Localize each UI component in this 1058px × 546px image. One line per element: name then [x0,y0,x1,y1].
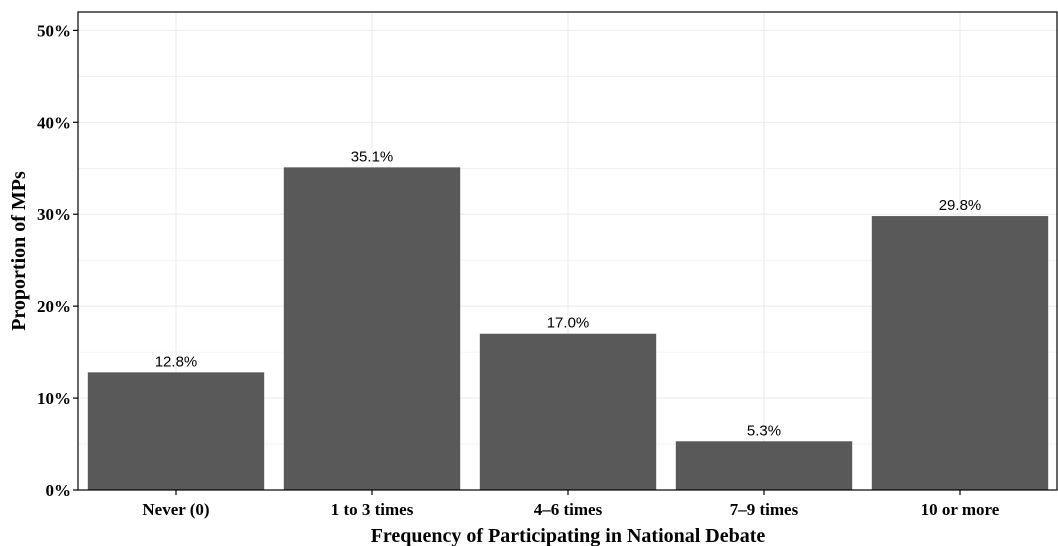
bar-value-label: 35.1% [351,148,394,165]
x-tick-label: Never (0) [142,500,209,519]
bar-value-label: 17.0% [547,315,590,332]
x-axis-ticks: Never (0) 1 to 3 times 4–6 times 7–9 times 1… [142,490,1000,519]
bar [871,216,1049,491]
x-tick-label: 1 to 3 times [331,500,414,519]
y-tick-label: 40% [37,113,71,132]
y-tick-label: 0% [46,481,72,500]
bar [675,441,853,490]
x-tick-label: 7–9 times [730,500,799,519]
bar-value-label: 12.8% [155,353,198,370]
y-tick-label: 20% [37,297,71,316]
y-axis-title: Proportion of MPs [8,171,30,331]
bar-value-label: 5.3% [747,422,781,439]
y-tick-label: 10% [37,389,71,408]
bars [87,167,1049,491]
bar [87,372,265,490]
x-tick-label: 10 or more [921,500,1000,519]
x-tick-label: 4–6 times [534,500,603,519]
data-labels: 12.8% 35.1% 17.0% 5.3% 29.8% [155,148,982,439]
x-axis-title: Frequency of Participating in National D… [371,525,766,546]
y-tick-label: 30% [37,205,71,224]
bar-value-label: 29.8% [939,197,982,214]
bar [283,167,461,490]
bar [479,333,657,490]
y-tick-label: 50% [37,21,71,40]
y-axis-ticks: 0% 10% 20% 30% 40% 50% [37,21,78,500]
